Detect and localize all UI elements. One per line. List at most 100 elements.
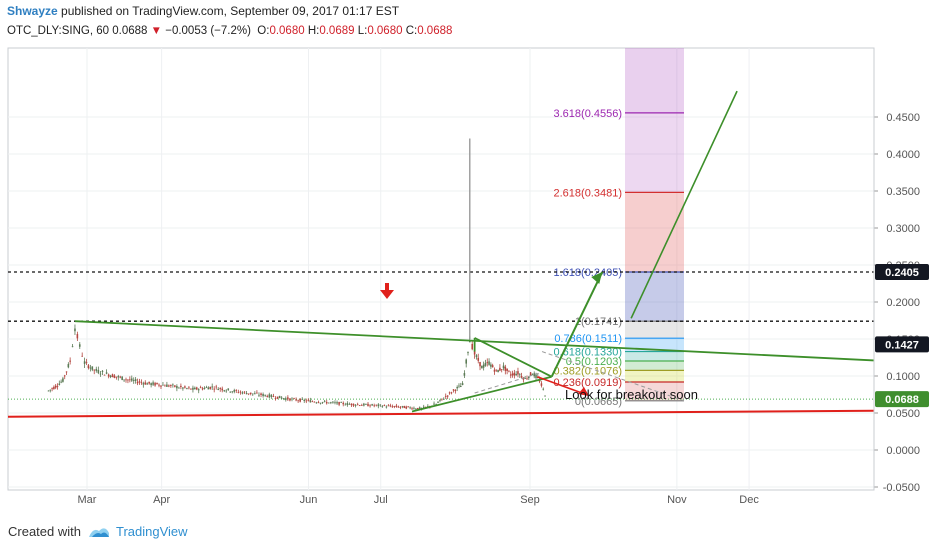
- fib-level-label: 0.5(0.1203): [566, 356, 622, 368]
- candle-body: [441, 398, 443, 400]
- candle-body: [373, 405, 375, 407]
- tradingview-brand[interactable]: TradingView: [116, 524, 188, 539]
- candle-body: [249, 392, 252, 395]
- candle-body: [515, 373, 517, 376]
- price-axis-label-bg: [875, 336, 929, 353]
- candle-body: [268, 394, 271, 398]
- down-arrow-icon: ▼: [150, 25, 163, 37]
- created-with-text: Created with: [8, 524, 81, 539]
- candle-body: [203, 387, 206, 389]
- y-tick-label: 0.0500: [886, 408, 920, 420]
- candle-body: [418, 407, 421, 409]
- candle-body: [391, 406, 394, 408]
- candle-body: [78, 344, 81, 347]
- candle-body: [297, 400, 299, 402]
- candle-body: [223, 390, 226, 392]
- candle-body: [69, 360, 71, 362]
- candle-body: [289, 398, 291, 401]
- candle-body: [332, 401, 334, 403]
- candle-body: [446, 395, 449, 397]
- candle-body: [158, 384, 160, 386]
- fib-zone: [625, 272, 684, 322]
- candle-body: [486, 362, 489, 363]
- candle-body: [142, 383, 145, 385]
- price-axis-label: 0.2405: [885, 267, 919, 279]
- candle-body: [63, 375, 66, 377]
- candle-body: [132, 379, 135, 381]
- candle-body: [282, 398, 285, 399]
- fib-zone: [625, 48, 684, 113]
- candle-body: [317, 402, 320, 403]
- candle-body: [87, 365, 90, 369]
- price-axis-label-bg: [875, 391, 929, 408]
- candle-body: [526, 378, 528, 380]
- candle-body: [113, 375, 116, 378]
- candle-body: [533, 373, 536, 377]
- candle-body: [130, 378, 133, 381]
- candle-body: [456, 387, 458, 389]
- candle-body: [499, 367, 501, 371]
- candle-body: [313, 401, 316, 403]
- candle-body: [338, 401, 340, 405]
- candle-body: [195, 387, 198, 390]
- fib-level-label: 0.382(0.1076): [554, 365, 623, 377]
- candle-body: [488, 361, 490, 365]
- candle-body: [156, 382, 158, 385]
- candle-body: [433, 403, 435, 405]
- candle-body: [307, 399, 310, 401]
- author-name[interactable]: Shwayze: [7, 4, 58, 18]
- candle-body: [111, 374, 114, 378]
- candle-body: [245, 393, 248, 395]
- candle-body: [389, 405, 392, 407]
- candle-body: [305, 400, 308, 402]
- candle-body: [395, 405, 398, 407]
- candle-body: [138, 381, 141, 383]
- candle-body: [168, 385, 170, 387]
- candle-body: [190, 388, 192, 390]
- candle-body: [379, 404, 382, 406]
- candle-body: [291, 398, 293, 400]
- candle-body: [518, 374, 521, 376]
- candle-body: [522, 377, 525, 380]
- symbol-info: OTC_DLY:SING, 60 0.0688 ▼ −0.0053 (−7.2%…: [7, 25, 453, 37]
- candle-body: [407, 406, 409, 408]
- candle-body: [209, 386, 212, 389]
- candle-body: [336, 402, 338, 404]
- candle-body: [227, 388, 230, 390]
- candle-body: [247, 393, 250, 395]
- candle-body: [235, 390, 238, 391]
- candle-body: [490, 364, 492, 367]
- candle-body: [481, 365, 483, 369]
- candle-body: [461, 383, 464, 386]
- y-tick-label: 0.2000: [886, 297, 920, 309]
- candle-body: [371, 404, 373, 406]
- candle-body: [367, 403, 369, 407]
- candle-body: [172, 384, 174, 386]
- candle-body: [450, 392, 453, 394]
- candle-body: [309, 400, 312, 403]
- chart-area[interactable]: 3.618(0.4556) 2.618(0.3481) 1.618(0.2405) 1…: [0, 44, 932, 516]
- candle-body: [415, 408, 417, 410]
- fib-zone: [625, 351, 684, 361]
- y-tick-label: 0.4500: [886, 112, 920, 124]
- candle-body: [144, 382, 147, 385]
- candle-body: [385, 406, 388, 408]
- candle-body: [348, 404, 351, 405]
- open-value: 0.0680: [269, 25, 305, 37]
- candle-body: [513, 372, 516, 376]
- price-chart[interactable]: 3.618(0.4556) 2.618(0.3481) 1.618(0.2405) 1…: [0, 44, 932, 516]
- candle-body: [192, 387, 194, 390]
- candle-body: [117, 376, 120, 378]
- x-tick-label: Sep: [520, 494, 540, 506]
- high-value: 0.0689: [319, 25, 355, 37]
- candle-body: [272, 396, 275, 397]
- candle-body: [62, 378, 64, 382]
- candle-body: [154, 382, 156, 386]
- y-tick-label: -0.0500: [883, 482, 920, 494]
- candle-body: [479, 361, 481, 367]
- candle-body: [493, 369, 496, 372]
- candle-body: [403, 406, 406, 409]
- candle-body: [409, 407, 411, 409]
- candle-body: [170, 385, 172, 386]
- candle-body: [381, 406, 384, 408]
